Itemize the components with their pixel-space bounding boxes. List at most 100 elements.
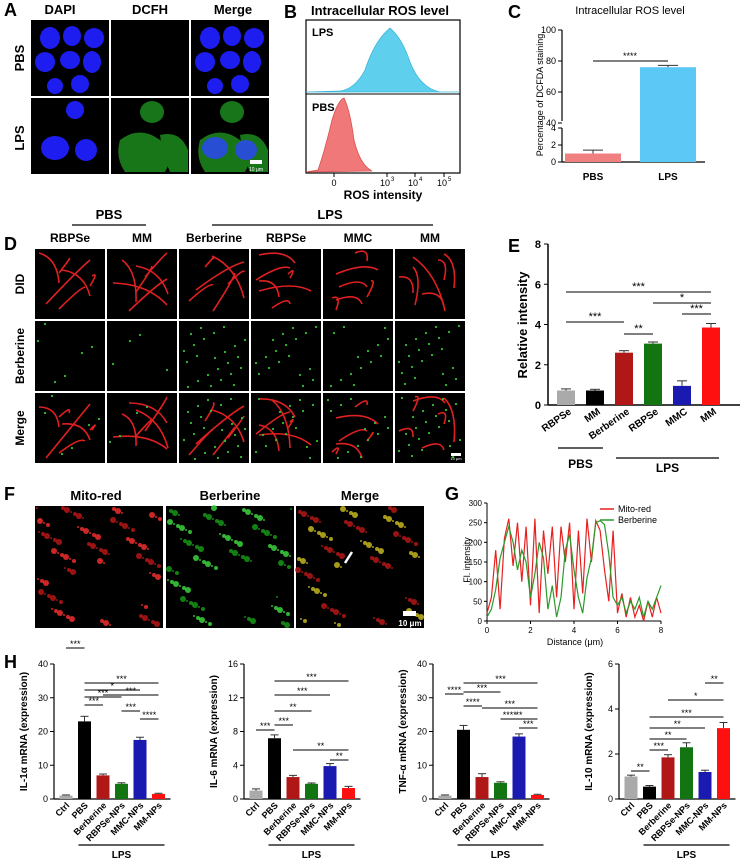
berberine-dot <box>383 415 387 419</box>
group-label-lps-e: LPS <box>656 461 679 475</box>
histogram-pbs <box>305 97 373 173</box>
signal-speckle <box>391 507 397 513</box>
berberine-dot <box>226 361 230 365</box>
berberine-dot <box>128 339 132 343</box>
panel-d-row-label: Merge <box>13 410 27 446</box>
sig-label-e: *** <box>632 281 646 293</box>
membrane-stroke <box>354 400 369 408</box>
berberine-dot <box>257 397 261 401</box>
bar-e <box>644 343 662 405</box>
signal-speckle <box>182 586 186 590</box>
berberine-dot <box>376 432 380 436</box>
signal-speckle <box>36 507 38 509</box>
berberine-dot <box>199 415 203 419</box>
signal-speckle <box>372 546 374 548</box>
signal-speckle <box>252 524 258 530</box>
signal-speckle <box>244 616 246 618</box>
berberine-dot <box>186 385 190 389</box>
signal-speckle <box>283 551 289 557</box>
ytick-label-h: 30 <box>38 693 48 703</box>
signal-speckle <box>319 521 321 523</box>
signal-speckle <box>208 622 212 626</box>
signal-speckle <box>323 593 327 597</box>
sig-label-h: ** <box>289 702 297 712</box>
panel-b-xtick-5: 10 <box>437 178 447 188</box>
panel-d-col-label: RBPSe <box>266 231 306 245</box>
signal-speckle <box>222 534 226 538</box>
berberine-dot <box>403 382 407 386</box>
signal-speckle <box>411 541 413 543</box>
micrograph-f <box>35 506 163 628</box>
ylabel-h: IL-6 mRNA (expression) <box>209 675 220 788</box>
signal-speckle <box>224 524 226 526</box>
sig-label-h: ** <box>711 674 719 684</box>
signal-speckle <box>290 508 292 510</box>
signal-speckle <box>180 538 182 540</box>
ytick-label-h: 20 <box>417 727 427 737</box>
signal-speckle <box>277 549 279 551</box>
signal-speckle <box>53 538 57 542</box>
ytick-label-e: 4 <box>535 320 542 332</box>
berberine-dot <box>413 376 417 380</box>
ytick-label-c: 60 <box>546 87 556 97</box>
bar-h <box>438 795 452 799</box>
signal-speckle <box>382 562 386 566</box>
sig-label-h: *** <box>504 699 515 709</box>
signal-speckle <box>64 507 70 513</box>
signal-speckle <box>327 607 329 609</box>
signal-speckle <box>44 593 46 595</box>
membrane-stroke <box>258 252 296 264</box>
micrograph-d <box>107 321 177 391</box>
ytick-label-h: 4 <box>233 760 238 770</box>
berberine-dot <box>193 457 197 461</box>
signal-speckle <box>46 523 50 527</box>
xtick-label-e: RBPSe <box>627 406 661 434</box>
membrane-stroke <box>354 250 369 262</box>
signal-speckle <box>108 553 110 555</box>
xtick-label-c: LPS <box>658 172 678 183</box>
ylabel-h: TNF-α mRNA (expression) <box>398 669 409 793</box>
berberine-dot <box>441 372 445 376</box>
ytick-label-h: 40 <box>417 659 427 669</box>
signal-speckle <box>320 592 322 594</box>
panel-e-ylabel: Relative intensity <box>515 271 530 379</box>
ytick-label-g: 150 <box>469 558 483 567</box>
signal-speckle <box>115 508 121 514</box>
panel-a-row-lps: LPS <box>12 125 27 151</box>
berberine-dot <box>417 348 421 352</box>
membrane-stroke <box>135 419 153 437</box>
berberine-dot <box>209 409 213 413</box>
signal-speckle <box>167 579 169 581</box>
membrane-stroke <box>135 265 169 295</box>
ytick-label-g: 50 <box>473 597 482 606</box>
signal-speckle <box>40 579 44 583</box>
signal-speckle <box>205 561 211 567</box>
signal-speckle <box>383 515 387 519</box>
berberine-dot <box>352 383 356 387</box>
berberine-dot <box>182 349 186 353</box>
signal-speckle <box>110 517 116 523</box>
signal-speckle <box>301 511 307 517</box>
micrograph-d <box>323 249 393 319</box>
ytick-label-g: 300 <box>469 499 483 508</box>
bar-e <box>615 352 633 405</box>
signal-speckle <box>347 521 353 527</box>
berberine-dot <box>261 433 265 437</box>
membrane-stroke <box>335 296 363 305</box>
berberine-dot <box>219 378 223 382</box>
signal-speckle <box>234 540 238 544</box>
berberine-dot <box>264 444 268 448</box>
berberine-dot <box>311 403 315 407</box>
berberine-dot <box>434 414 438 418</box>
bar-e <box>557 390 575 405</box>
signal-speckle <box>379 561 381 563</box>
berberine-dot <box>281 421 285 425</box>
berberine-dot <box>284 343 288 347</box>
signal-speckle <box>289 555 291 557</box>
signal-speckle <box>157 564 161 568</box>
bar-h <box>475 777 489 799</box>
signal-speckle <box>268 544 272 548</box>
berberine-dot <box>196 379 200 383</box>
signal-speckle <box>321 603 327 609</box>
